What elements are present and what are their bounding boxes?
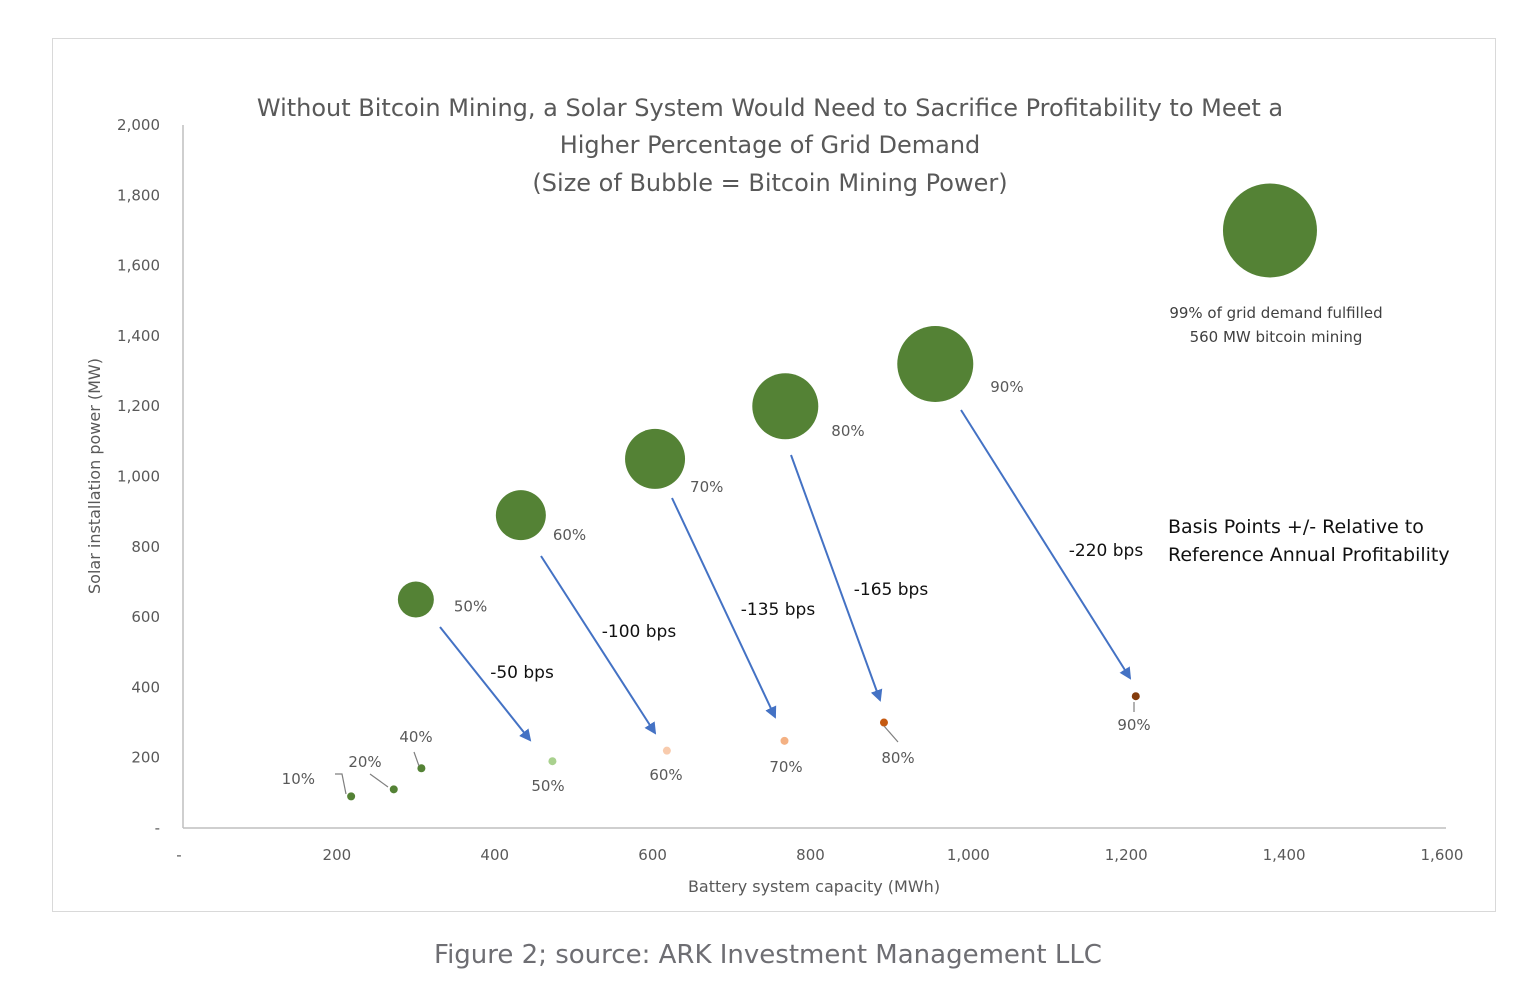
profitability-arrow [439,626,532,742]
y-tick-label: 1,400 [117,327,160,345]
bubble-without-mining [1131,692,1140,701]
y-tick-label: 1,800 [117,186,160,204]
leader-line [883,725,899,743]
y-tick-label: 1,600 [117,257,160,275]
bubble-chart: - 200 400 600 800 1,000 1,200 1,400 1,600 1,800 2,… [85,94,1464,896]
x-axis-label: Battery system capacity (MWh) [688,877,940,896]
bubble-label: 90% [990,378,1023,396]
y-tick-label: 400 [131,678,160,696]
x-tick-label: 400 [480,846,509,864]
y-tick-label: 1,000 [117,468,160,486]
point-label: 10% [282,770,315,788]
bubble-without-mining [780,736,789,745]
legend-text: 560 MW bitcoin mining [1190,328,1363,346]
leader-line [335,773,347,795]
y-tick-label: 200 [131,749,160,767]
bubble-label: 80% [831,422,864,440]
point-label: 80% [881,749,914,767]
chart-title-line: Higher Percentage of Grid Demand [560,131,981,159]
x-tick-label: 800 [796,846,825,864]
profitability-arrow [540,555,657,735]
y-tick-label: - [155,819,160,837]
x-tick-label: 1,000 [947,846,990,864]
x-tick-label: 1,200 [1105,846,1148,864]
bubble-with-mining [495,490,546,541]
profitability-arrow [960,409,1132,680]
bubble-with-mining [397,581,434,618]
bubble-label: 60% [553,526,586,544]
bubble-with-mining [625,428,686,489]
bubble-with-mining [752,373,819,440]
y-tick-label: 1,200 [117,397,160,415]
bubble-without-mining [662,746,671,755]
leader-line [369,773,389,788]
bubble-without-mining [389,785,398,794]
bubble-without-mining [417,764,426,773]
bubble-with-mining [897,326,974,403]
chart-frame [52,38,1496,912]
chart-title-line: (Size of Bubble = Bitcoin Mining Power) [532,169,1007,197]
bps-label: -220 bps [1069,541,1144,561]
legend-bubble [1222,183,1317,278]
bubble-without-mining [347,792,356,801]
point-label: 20% [348,753,381,771]
bps-label: -50 bps [490,663,554,683]
profitability-arrow [790,454,883,702]
point-label: 60% [649,766,682,784]
point-label: 50% [531,777,564,795]
figure-caption: Figure 2; source: ARK Investment Managem… [434,940,1102,970]
bubble-label: 70% [690,478,723,496]
chart-title-line: Without Bitcoin Mining, a Solar System W… [257,94,1283,122]
profitability-note: Reference Annual Profitability [1168,544,1450,566]
bubble-without-mining [879,718,888,727]
point-label: 70% [769,758,802,776]
bubble-label: 50% [454,598,487,616]
point-label: 90% [1117,716,1150,734]
leader-line [413,751,420,767]
profitability-arrow [671,497,777,719]
bps-label: -165 bps [854,580,929,600]
x-tick-label: 200 [323,846,352,864]
legend-text: 99% of grid demand fulfilled [1169,304,1382,322]
point-label: 40% [399,728,432,746]
x-tick-label: 1,600 [1421,846,1464,864]
x-tick-label: 600 [638,846,667,864]
y-tick-label: 600 [131,608,160,626]
y-tick-label: 2,000 [117,116,160,134]
bps-label: -100 bps [602,622,677,642]
x-tick-label: 1,400 [1263,846,1306,864]
profitability-note: Basis Points +/- Relative to [1168,516,1424,538]
bps-label: -135 bps [741,600,816,620]
y-axis-label: Solar installation power (MW) [85,358,104,594]
y-tick-label: 800 [131,538,160,556]
x-tick-label: - [176,846,181,864]
bubble-without-mining [548,757,557,766]
